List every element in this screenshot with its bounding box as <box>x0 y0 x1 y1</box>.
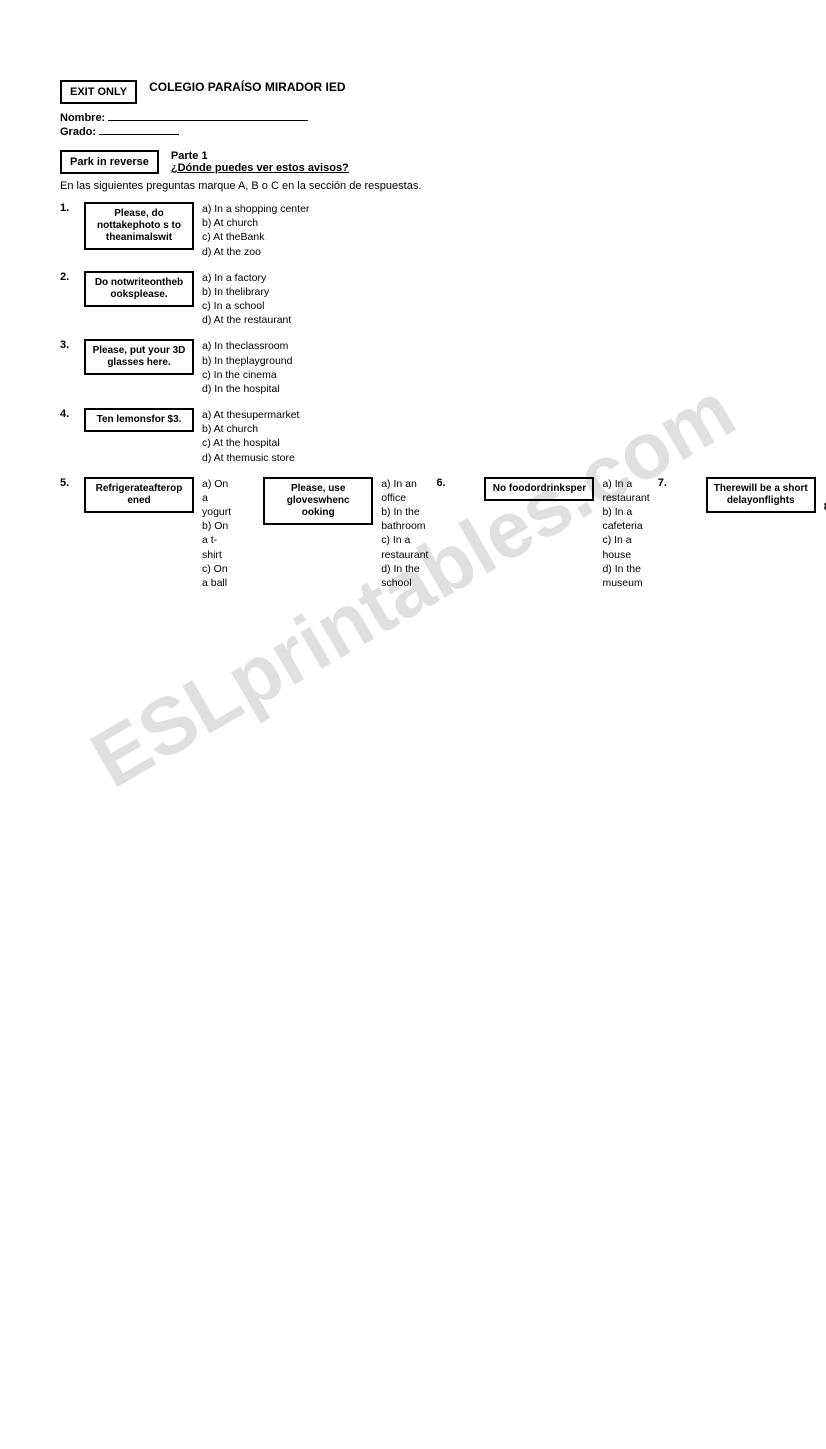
question-row: 7. <box>658 477 674 489</box>
option-item[interactable]: d) In the hospital <box>202 382 292 396</box>
left-column: EXIT ONLY COLEGIO PARAÍSO MIRADOR IED No… <box>60 80 826 1449</box>
option-item[interactable]: c) At theBank <box>202 230 309 244</box>
sign-box: Do notwriteontheb ooksplease. <box>84 271 194 307</box>
question-number: 1. <box>60 202 76 214</box>
question-number: 2. <box>60 271 76 283</box>
option-item[interactable]: a) In an office <box>381 477 428 505</box>
option-item[interactable]: c) At the hospital <box>202 436 299 450</box>
sign-box: Therewill be a short delayonflights <box>706 477 816 513</box>
option-item[interactable]: c) In a house <box>602 533 649 561</box>
option-item[interactable]: d) At the restaurant <box>202 313 291 327</box>
option-item[interactable]: c) On a ball <box>202 562 231 590</box>
option-item[interactable]: b) In theplayground <box>202 354 292 368</box>
question-row: 2.Do notwriteontheb ooksplease.a) In a f… <box>60 271 826 328</box>
option-item[interactable]: a) In a factory <box>202 271 291 285</box>
sign-box: Please, do nottakephoto s to theanimalsw… <box>84 202 194 250</box>
option-item[interactable]: a) At thesupermarket <box>202 408 299 422</box>
question-number: 6. <box>436 477 452 489</box>
left-questions-list: 1. Please, do nottakephoto s to theanimal… <box>60 202 826 602</box>
option-item[interactable]: b) In thelibrary <box>202 285 291 299</box>
question-row: Therewill be a short delayonflights8. <box>682 477 826 513</box>
sign-box: No foodordrinksper <box>484 477 594 501</box>
school-title: COLEGIO PARAÍSO MIRADOR IED <box>149 80 345 94</box>
option-item[interactable]: a) In a restaurant <box>602 477 649 505</box>
option-item[interactable]: c) In the cinema <box>202 368 292 382</box>
option-item[interactable]: c) In a school <box>202 299 291 313</box>
option-item[interactable]: b) In the bathroom <box>381 505 428 533</box>
answer-options: a) In a factoryb) In thelibraryc) In a s… <box>202 271 291 328</box>
option-item[interactable]: a) In a shopping center <box>202 202 309 216</box>
question-row: 5.Refrigerateafterop eneda) On a yogurtb… <box>60 477 826 602</box>
question-number: 3. <box>60 339 76 351</box>
sign-box: Please, use gloveswhenc ooking <box>263 477 373 525</box>
sign-box: Please, put your 3D glasses here. <box>84 339 194 375</box>
option-item[interactable]: b) At church <box>202 422 299 436</box>
sign-box: Refrigerateafterop ened <box>84 477 194 513</box>
answer-options: a) On a yogurtb) On a t-shirtc) On a bal… <box>202 477 231 590</box>
grade-field-line[interactable] <box>99 134 179 135</box>
option-item[interactable]: b) At church <box>202 216 309 230</box>
option-item[interactable]: d) In the school <box>381 562 428 590</box>
option-item[interactable]: b) On a t-shirt <box>202 519 231 562</box>
question-row: 1. Please, do nottakephoto s to theanimal… <box>60 202 826 259</box>
part-subtitle: ¿Dónde puedes ver estos avisos? <box>171 162 349 174</box>
option-item[interactable]: c) In a restaurant <box>381 533 428 561</box>
question-row: 4. Ten lemonsfor $3. a) At thesupermarketb… <box>60 408 826 465</box>
option-item[interactable]: b) In a cafeteria <box>602 505 649 533</box>
part-title: Parte 1 <box>171 150 349 162</box>
question-number: 4. <box>60 408 76 420</box>
sign-box: Ten lemonsfor $3. <box>84 408 194 432</box>
question-row: 6. <box>436 477 452 489</box>
name-field-line[interactable] <box>108 120 308 121</box>
answer-options: a) In theclassroomb) In theplaygroundc) … <box>202 339 292 396</box>
answer-options: a) At thesupermarketb) At churchc) At th… <box>202 408 299 465</box>
document-content: EXIT ONLY COLEGIO PARAÍSO MIRADOR IED No… <box>60 80 766 1449</box>
option-item[interactable]: d) At the zoo <box>202 245 309 259</box>
park-reverse-box: Park in reverse <box>60 150 159 174</box>
exit-only-box: EXIT ONLY <box>60 80 137 104</box>
question-row: 3.Please, put your 3D glasses here.a) In… <box>60 339 826 396</box>
name-label: Nombre: <box>60 112 105 124</box>
option-item[interactable]: a) In theclassroom <box>202 339 292 353</box>
question-number: 5. <box>60 477 76 489</box>
option-item[interactable]: d) At themusic store <box>202 451 299 465</box>
answer-options: a) In a shopping centerb) At churchc) At… <box>202 202 309 259</box>
question-row: Please, use gloveswhenc ookinga) In an o… <box>239 477 428 590</box>
question-row: No foodordrinksper a) In a restaurantb) I… <box>460 477 649 590</box>
instructions-text: En las siguientes preguntas marque A, B … <box>60 180 826 192</box>
option-item[interactable]: a) On a yogurt <box>202 477 231 520</box>
option-item[interactable]: d) In the museum <box>602 562 649 590</box>
answer-options: a) In a restaurantb) In a cafeteriac) In… <box>602 477 649 590</box>
grade-label: Grado: <box>60 126 96 138</box>
answer-options: a) In an officeb) In the bathroomc) In a… <box>381 477 428 590</box>
question-number: 7. <box>658 477 674 489</box>
